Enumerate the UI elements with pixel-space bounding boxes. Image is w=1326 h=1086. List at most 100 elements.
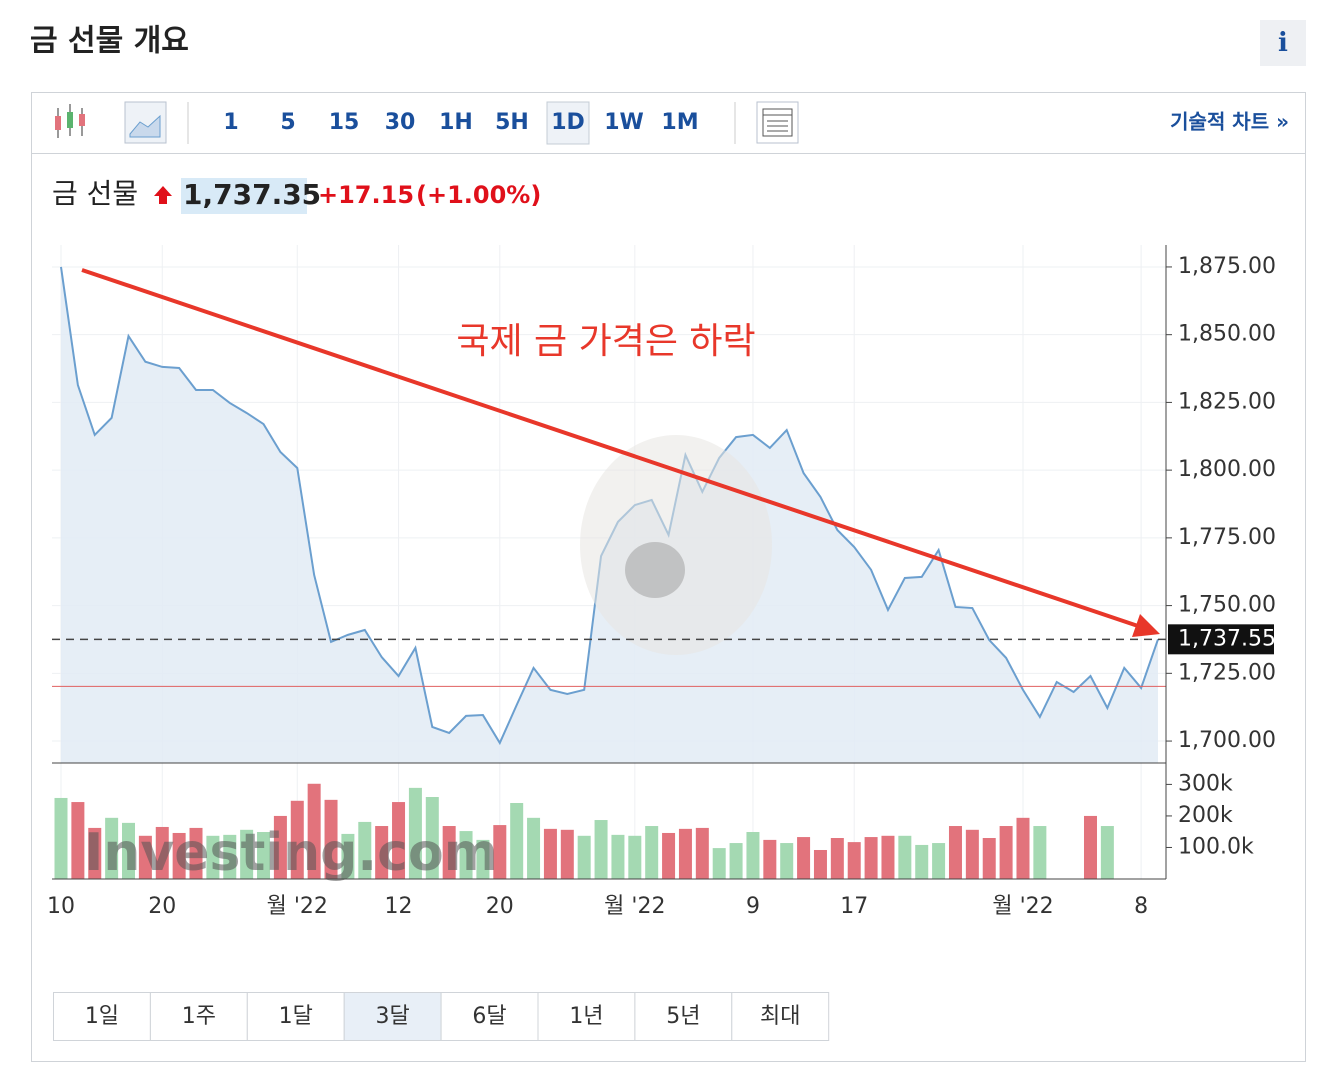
quote-price: 1,737.35 bbox=[183, 178, 321, 211]
volume-bar bbox=[645, 826, 659, 879]
volume-bar bbox=[847, 842, 861, 879]
range-button[interactable] bbox=[149, 992, 248, 1041]
volume-bar bbox=[932, 843, 946, 879]
last-price-box bbox=[1168, 624, 1274, 655]
volume-bar bbox=[830, 838, 844, 879]
volume-bar bbox=[459, 831, 473, 879]
up-arrow bbox=[154, 186, 172, 204]
volume-bar bbox=[881, 835, 895, 879]
volume-bar bbox=[560, 829, 574, 879]
volume-bar bbox=[392, 802, 406, 879]
x-tick-label: 8 bbox=[1134, 894, 1148, 919]
volume-bar bbox=[813, 849, 827, 879]
range-button[interactable] bbox=[537, 992, 636, 1041]
volume-bar bbox=[1100, 826, 1114, 879]
quote-change: +17.15 bbox=[318, 181, 414, 209]
range-label[interactable]: 5년 bbox=[666, 1004, 700, 1029]
interval-button[interactable]: 15 bbox=[329, 110, 360, 135]
volume-bar bbox=[527, 817, 541, 879]
range-button[interactable] bbox=[440, 992, 539, 1041]
volume-bar bbox=[543, 828, 557, 879]
volume-bar bbox=[155, 826, 169, 879]
interval-button[interactable]: 1H bbox=[439, 110, 473, 135]
photo-overlay bbox=[580, 435, 772, 655]
range-button[interactable] bbox=[53, 992, 151, 1041]
volume-bar bbox=[442, 826, 456, 879]
candle-icon[interactable] bbox=[55, 104, 85, 138]
volume-bar bbox=[695, 827, 709, 879]
interval-button[interactable]: 1M bbox=[661, 110, 698, 135]
volume-bar bbox=[1016, 817, 1030, 879]
y-tick-label: 1,800.00 bbox=[1178, 457, 1276, 482]
layout-icon[interactable] bbox=[756, 101, 799, 144]
interval-button[interactable]: 1 bbox=[223, 110, 238, 135]
volume-bar bbox=[746, 832, 760, 879]
volume-bar bbox=[898, 835, 912, 879]
range-label[interactable]: 1년 bbox=[569, 1004, 603, 1029]
range-label[interactable]: 1주 bbox=[182, 1004, 216, 1029]
volume-bar bbox=[1083, 815, 1097, 879]
range-label[interactable]: 1일 bbox=[85, 1004, 119, 1029]
interval-button[interactable]: 1D bbox=[551, 110, 585, 135]
watermark: Investing.com bbox=[84, 823, 498, 883]
toolbar bbox=[31, 92, 1306, 154]
volume-bar bbox=[999, 826, 1013, 879]
range-label[interactable]: 최대 bbox=[760, 1004, 800, 1029]
price-highlight bbox=[181, 178, 307, 214]
x-tick-label: 12 bbox=[385, 894, 413, 919]
y-tick-label: 1,750.00 bbox=[1178, 593, 1276, 618]
range-label[interactable]: 1달 bbox=[279, 1004, 313, 1029]
volume-tick-label: 100.0k bbox=[1178, 834, 1254, 859]
info-button[interactable] bbox=[1260, 20, 1306, 66]
volume-bar bbox=[223, 834, 237, 879]
volume-bar bbox=[257, 832, 271, 879]
volume-bar bbox=[982, 838, 996, 879]
volume-bar bbox=[307, 783, 321, 879]
line-chart-icon[interactable] bbox=[129, 114, 161, 138]
volume-bar bbox=[712, 848, 726, 879]
volume-tick-label: 200k bbox=[1178, 803, 1233, 828]
volume-bar bbox=[189, 827, 203, 879]
volume-bar bbox=[510, 803, 524, 879]
volume-bar bbox=[341, 833, 355, 879]
volume-bar bbox=[408, 787, 422, 879]
x-tick-label: 월 '22 bbox=[992, 894, 1053, 919]
annotation-arrowhead bbox=[1132, 614, 1160, 637]
last-price-label: 1,737.55 bbox=[1178, 626, 1276, 651]
volume-bar bbox=[138, 835, 152, 879]
page-title: 금 선물 개요 bbox=[30, 24, 189, 59]
volume-bar bbox=[105, 817, 119, 879]
range-label[interactable]: 6달 bbox=[472, 1004, 506, 1029]
x-tick-label: 9 bbox=[746, 894, 760, 919]
x-tick-label: 17 bbox=[840, 894, 868, 919]
y-tick-label: 1,850.00 bbox=[1178, 322, 1276, 347]
active-interval[interactable] bbox=[546, 101, 590, 145]
volume-bar bbox=[358, 821, 372, 879]
x-tick-label: 10 bbox=[47, 894, 75, 919]
y-tick-label: 1,775.00 bbox=[1178, 525, 1276, 550]
volume-bar bbox=[122, 822, 136, 879]
quote-change-pct: (+1.00%) bbox=[416, 181, 541, 209]
annotation: 국제 금 가격은 하락 bbox=[456, 321, 755, 362]
range-label[interactable]: 3달 bbox=[376, 1004, 410, 1029]
interval-button[interactable]: 5H bbox=[495, 110, 529, 135]
technical-chart-link[interactable]: 기술적 차트 » bbox=[1170, 110, 1289, 134]
interval-button[interactable]: 1W bbox=[604, 110, 644, 135]
interval-button[interactable]: 30 bbox=[385, 110, 416, 135]
volume-bar bbox=[628, 835, 642, 879]
range-button[interactable] bbox=[246, 992, 345, 1041]
volume-bar bbox=[71, 802, 85, 879]
volume-bar bbox=[915, 844, 929, 879]
volume-bar bbox=[797, 837, 811, 879]
annotation-arrow bbox=[81, 268, 1139, 628]
volume-bar bbox=[172, 832, 186, 879]
volume-bar bbox=[864, 837, 878, 879]
info-icon[interactable]: i bbox=[1278, 28, 1288, 58]
volume-bar bbox=[577, 835, 591, 879]
volume-bar bbox=[88, 827, 102, 879]
interval-button[interactable]: 5 bbox=[280, 110, 295, 135]
range-button[interactable] bbox=[731, 992, 830, 1041]
volume-tick-label: 300k bbox=[1178, 771, 1233, 796]
volume-bar bbox=[273, 815, 287, 879]
range-button[interactable] bbox=[634, 992, 733, 1041]
